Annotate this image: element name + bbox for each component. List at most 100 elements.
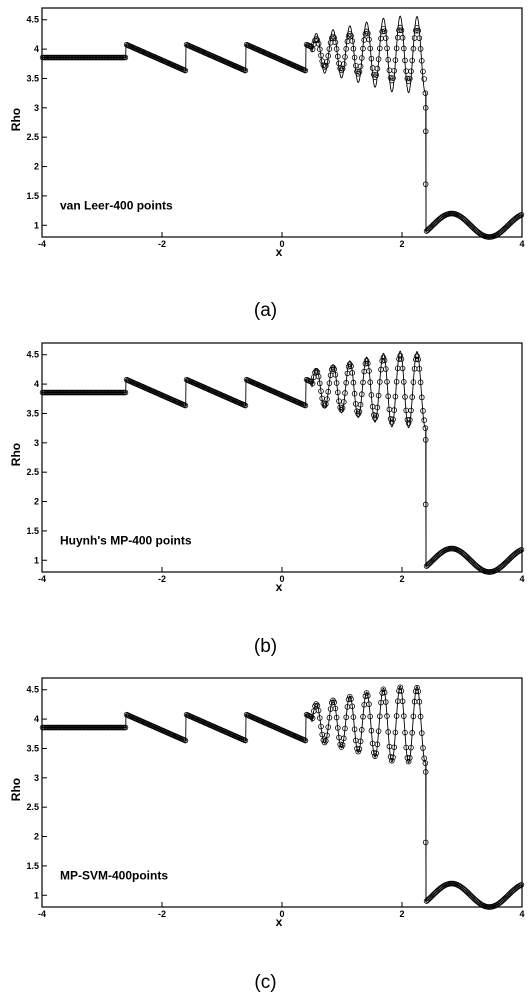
data-point <box>409 394 416 400</box>
data-point <box>364 692 371 699</box>
data-point <box>314 37 321 44</box>
data-point <box>351 390 358 397</box>
data-point <box>421 417 428 423</box>
data-point <box>373 750 380 757</box>
data-point <box>340 735 347 742</box>
data-point <box>379 28 386 35</box>
data-point <box>393 713 400 719</box>
data-point <box>408 68 414 75</box>
data-point <box>420 68 426 75</box>
numerical-markers <box>39 352 525 575</box>
data-point <box>399 34 406 41</box>
data-point <box>339 405 346 411</box>
data-point <box>391 68 398 74</box>
data-point <box>415 688 422 695</box>
data-point <box>392 57 399 63</box>
y-axis-label: Rho <box>9 443 23 466</box>
data-point <box>332 371 339 378</box>
data-point <box>367 45 374 52</box>
data-point <box>410 713 417 720</box>
data-point <box>373 412 380 419</box>
data-point <box>373 72 380 78</box>
shock-data-point <box>422 501 429 508</box>
data-point <box>412 688 419 695</box>
data-point <box>312 37 318 44</box>
data-point <box>368 392 375 398</box>
x-tick-label: -4 <box>38 909 46 919</box>
data-point <box>358 55 365 61</box>
y-tick-label: 2 <box>34 497 39 507</box>
shock-data-point <box>422 105 429 111</box>
x-tick-label: -2 <box>158 574 166 584</box>
data-point <box>414 684 420 691</box>
data-point <box>370 749 377 756</box>
data-point <box>242 737 249 744</box>
data-point <box>318 723 324 730</box>
data-point <box>398 27 405 34</box>
x-tick-label: 0 <box>279 909 284 919</box>
data-point <box>375 56 382 62</box>
data-point <box>400 45 407 52</box>
data-point <box>391 744 398 751</box>
data-point <box>182 737 189 744</box>
y-tick-label: 3.5 <box>26 408 39 418</box>
data-point <box>402 729 408 736</box>
data-point <box>357 63 364 70</box>
data-point <box>122 54 129 61</box>
data-point <box>375 728 382 734</box>
data-point <box>397 684 404 691</box>
data-point <box>387 753 394 760</box>
x-tick-label: 2 <box>399 574 404 584</box>
data-point <box>348 363 354 370</box>
data-point <box>399 365 406 372</box>
y-tick-label: 2.5 <box>26 132 39 142</box>
data-point <box>313 367 320 374</box>
data-point <box>326 380 333 386</box>
data-point <box>357 401 364 408</box>
data-point <box>379 690 386 696</box>
data-point <box>350 45 357 52</box>
data-point <box>334 725 341 731</box>
method-annotation: van Leer-400 points <box>60 198 173 212</box>
data-point <box>338 67 345 74</box>
data-point <box>333 380 340 386</box>
data-point <box>396 356 402 362</box>
data-point <box>406 417 413 423</box>
data-point <box>331 699 338 706</box>
data-point <box>402 57 408 64</box>
data-point <box>360 45 366 52</box>
y-axis-label: Rho <box>9 778 23 801</box>
data-point <box>416 698 423 705</box>
data-point <box>342 54 348 60</box>
shock-data-point <box>422 128 429 135</box>
data-point <box>325 53 332 59</box>
data-point <box>362 360 369 367</box>
data-point <box>330 33 336 40</box>
data-point <box>349 370 356 376</box>
data-point <box>381 28 388 35</box>
data-point <box>324 58 330 65</box>
data-point <box>322 62 329 69</box>
data-point <box>393 378 400 385</box>
x-axis-label: x <box>276 580 283 594</box>
numerical-markers <box>39 684 525 910</box>
x-axis-label: x <box>276 245 283 259</box>
data-point <box>384 45 390 52</box>
data-point <box>374 65 381 72</box>
data-point <box>309 46 316 53</box>
data-point <box>320 62 327 69</box>
data-point <box>421 76 428 82</box>
data-point <box>409 730 416 736</box>
data-point <box>390 75 396 81</box>
y-tick-label: 2.5 <box>26 802 39 812</box>
data-point <box>398 688 405 694</box>
y-tick-label: 2.5 <box>26 467 39 477</box>
data-point <box>382 35 389 41</box>
y-tick-label: 1.5 <box>26 191 39 201</box>
x-tick-label: -2 <box>158 909 166 919</box>
data-point <box>315 373 322 380</box>
data-point <box>356 408 363 415</box>
data-point <box>420 408 426 414</box>
data-point <box>387 74 394 81</box>
data-point <box>380 354 387 361</box>
